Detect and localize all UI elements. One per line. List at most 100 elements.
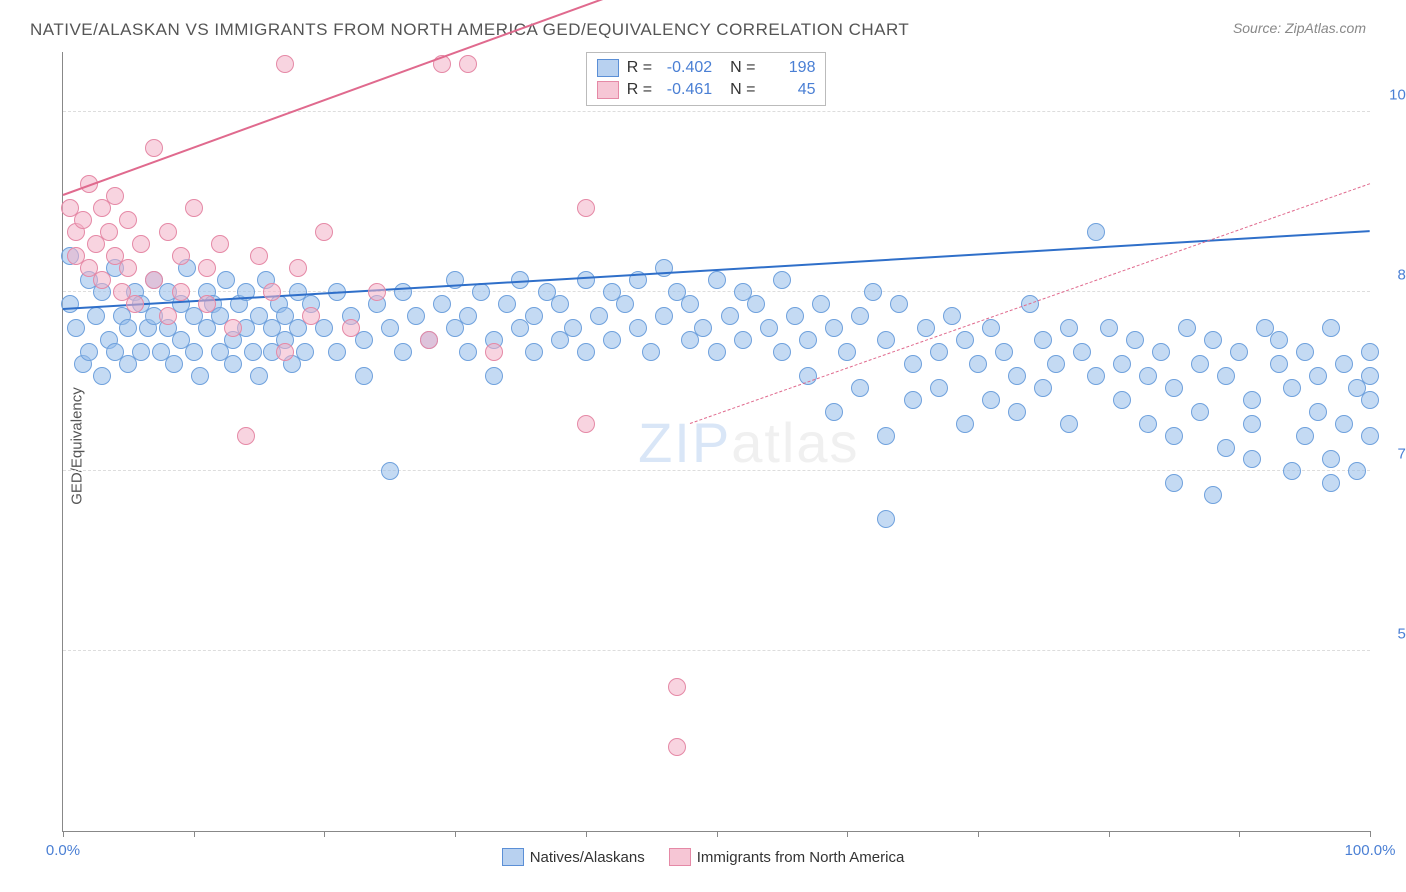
- data-point: [1348, 462, 1366, 480]
- data-point: [185, 343, 203, 361]
- chart-plot-area: ZIPatlas R =-0.402N =198R =-0.461N =45 5…: [62, 52, 1370, 832]
- data-point: [1361, 367, 1379, 385]
- data-point: [1217, 367, 1235, 385]
- data-point: [315, 223, 333, 241]
- data-point: [1335, 415, 1353, 433]
- data-point: [851, 379, 869, 397]
- data-point: [890, 295, 908, 313]
- data-point: [930, 343, 948, 361]
- data-point: [904, 355, 922, 373]
- data-point: [1322, 450, 1340, 468]
- x-tick: [978, 831, 979, 837]
- gridline: [63, 111, 1370, 112]
- data-point: [1270, 331, 1288, 349]
- data-point: [276, 343, 294, 361]
- data-point: [1243, 415, 1261, 433]
- data-point: [67, 319, 85, 337]
- data-point: [1060, 319, 1078, 337]
- data-point: [1060, 415, 1078, 433]
- data-point: [126, 295, 144, 313]
- data-point: [825, 319, 843, 337]
- data-point: [342, 319, 360, 337]
- data-point: [1126, 331, 1144, 349]
- data-point: [1283, 462, 1301, 480]
- data-point: [577, 271, 595, 289]
- legend-row: R =-0.402N =198: [597, 57, 816, 79]
- correlation-legend: R =-0.402N =198R =-0.461N =45: [586, 52, 827, 106]
- data-point: [132, 343, 150, 361]
- series-legend: Natives/AlaskansImmigrants from North Am…: [0, 848, 1406, 866]
- data-point: [629, 319, 647, 337]
- data-point: [1047, 355, 1065, 373]
- data-point: [877, 510, 895, 528]
- n-label: N =: [730, 81, 755, 99]
- data-point: [1309, 403, 1327, 421]
- data-point: [917, 319, 935, 337]
- data-point: [877, 331, 895, 349]
- data-point: [198, 259, 216, 277]
- legend-label: Immigrants from North America: [697, 849, 905, 866]
- x-tick: [63, 831, 64, 837]
- data-point: [119, 259, 137, 277]
- data-point: [276, 55, 294, 73]
- data-point: [982, 391, 1000, 409]
- data-point: [93, 367, 111, 385]
- data-point: [159, 307, 177, 325]
- data-point: [1204, 486, 1222, 504]
- gridline: [63, 291, 1370, 292]
- data-point: [877, 427, 895, 445]
- data-point: [459, 307, 477, 325]
- data-point: [825, 403, 843, 421]
- x-tick: [194, 831, 195, 837]
- data-point: [1204, 331, 1222, 349]
- trend-line: [63, 230, 1370, 310]
- data-point: [1139, 415, 1157, 433]
- data-point: [1034, 379, 1052, 397]
- data-point: [394, 343, 412, 361]
- data-point: [1139, 367, 1157, 385]
- data-point: [904, 391, 922, 409]
- data-point: [1361, 391, 1379, 409]
- legend-swatch: [669, 848, 691, 866]
- r-label: R =: [627, 81, 652, 99]
- data-point: [734, 331, 752, 349]
- n-value: 198: [763, 59, 815, 77]
- x-tick: [324, 831, 325, 837]
- data-point: [1322, 319, 1340, 337]
- data-point: [263, 283, 281, 301]
- data-point: [799, 331, 817, 349]
- x-tick: [1239, 831, 1240, 837]
- data-point: [165, 355, 183, 373]
- data-point: [191, 367, 209, 385]
- data-point: [773, 343, 791, 361]
- data-point: [74, 211, 92, 229]
- data-point: [930, 379, 948, 397]
- data-point: [616, 295, 634, 313]
- data-point: [812, 295, 830, 313]
- data-point: [459, 55, 477, 73]
- data-point: [185, 199, 203, 217]
- legend-row: R =-0.461N =45: [597, 79, 816, 101]
- data-point: [1309, 367, 1327, 385]
- data-point: [694, 319, 712, 337]
- data-point: [145, 139, 163, 157]
- data-point: [1008, 367, 1026, 385]
- x-tick: [455, 831, 456, 837]
- data-point: [1322, 474, 1340, 492]
- data-point: [1230, 343, 1248, 361]
- data-point: [590, 307, 608, 325]
- data-point: [564, 319, 582, 337]
- x-tick: [1109, 831, 1110, 837]
- data-point: [1165, 379, 1183, 397]
- chart-title: NATIVE/ALASKAN VS IMMIGRANTS FROM NORTH …: [30, 20, 1376, 40]
- data-point: [1034, 331, 1052, 349]
- data-point: [1008, 403, 1026, 421]
- data-point: [525, 307, 543, 325]
- data-point: [681, 295, 699, 313]
- data-point: [1296, 343, 1314, 361]
- data-point: [1270, 355, 1288, 373]
- data-point: [1087, 223, 1105, 241]
- data-point: [721, 307, 739, 325]
- data-point: [603, 331, 621, 349]
- data-point: [1243, 391, 1261, 409]
